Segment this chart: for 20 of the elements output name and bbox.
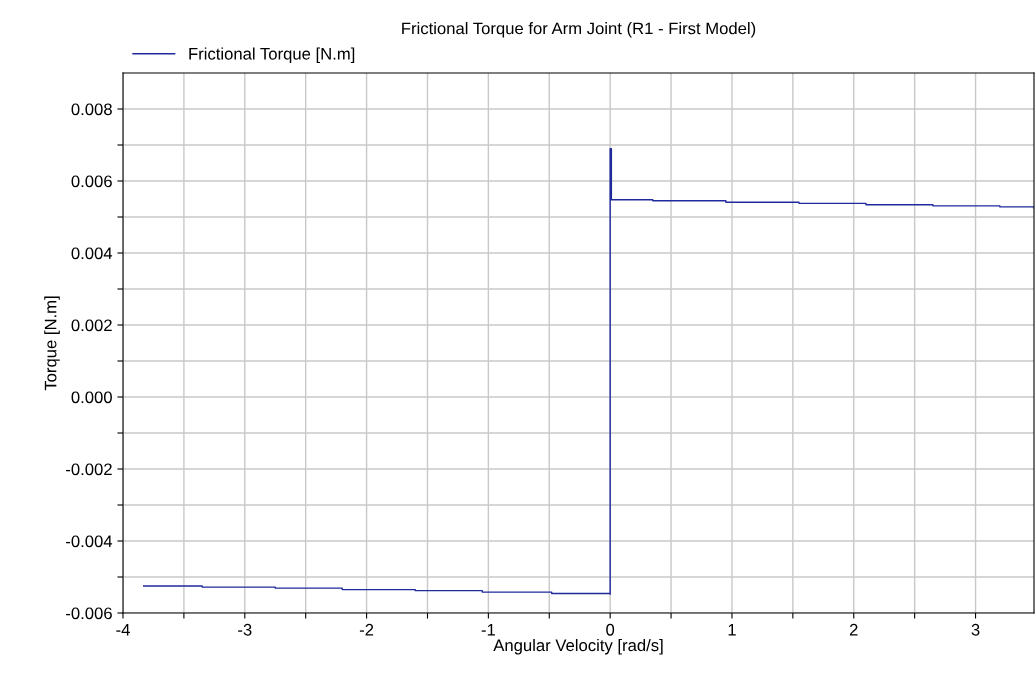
- y-tick-label: -0.004: [66, 535, 113, 548]
- x-tick-label: -1: [481, 624, 495, 636]
- y-tick-label: 0.008: [71, 103, 112, 116]
- chart-title: Frictional Torque for Arm Joint (R1 - First Model): [402, 22, 756, 38]
- y-tick-label: 0.000: [71, 391, 112, 404]
- y-axis-title: Torque [N.m]: [44, 296, 60, 391]
- x-tick-label: 0: [606, 623, 615, 636]
- y-tick-label: 0.004: [71, 247, 113, 260]
- x-tick-label: 1: [728, 624, 736, 636]
- x-tick-label: 3: [971, 623, 980, 636]
- legend-label: Frictional Torque [N.m]: [189, 47, 355, 63]
- y-tick-label: 0.002: [71, 319, 112, 332]
- x-tick-label: -4: [116, 624, 130, 636]
- x-tick-label: 2: [849, 623, 858, 636]
- y-tick-label: 0.006: [71, 175, 112, 188]
- y-tick-label: -0.006: [66, 607, 112, 620]
- y-tick-label: -0.002: [66, 463, 112, 476]
- x-tick-label: -2: [359, 623, 374, 636]
- x-tick-label: -3: [238, 623, 252, 636]
- x-axis-title: Angular Velocity [rad/s]: [493, 638, 663, 655]
